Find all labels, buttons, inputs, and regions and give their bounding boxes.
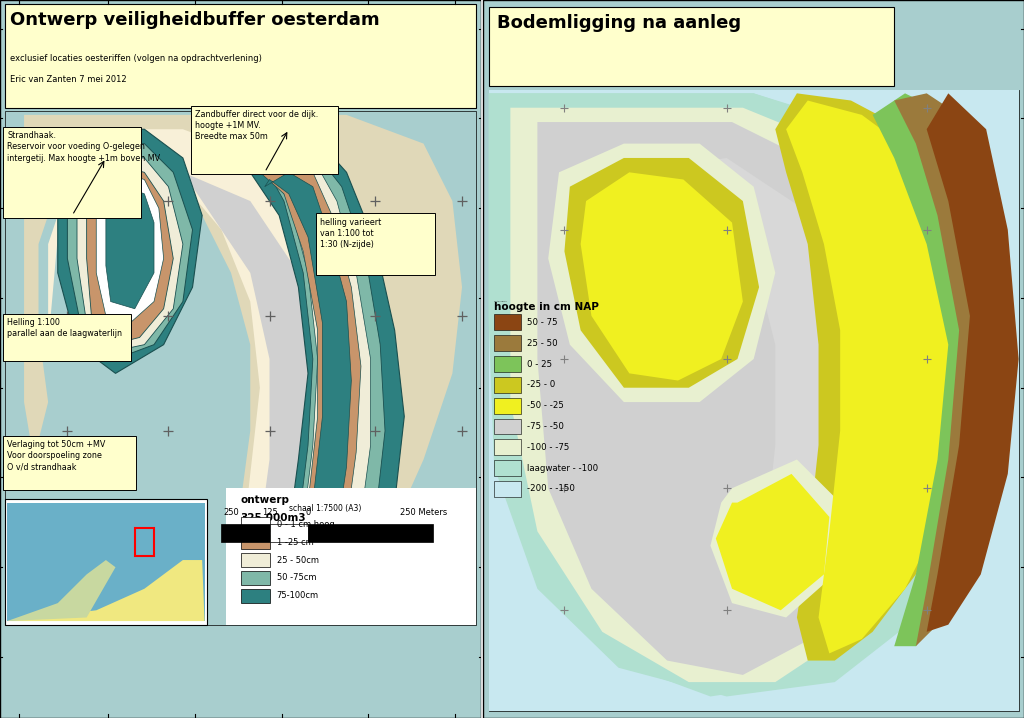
Bar [495,481,521,497]
Polygon shape [231,115,404,617]
Polygon shape [716,474,829,610]
Polygon shape [927,93,1019,632]
Text: 125: 125 [262,508,278,517]
FancyBboxPatch shape [3,127,141,218]
Bar [5,499,207,625]
Text: Verlaging tot 50cm +MV
Voor doorspoeling zone
O v/d strandhaak: Verlaging tot 50cm +MV Voor doorspoeling… [7,440,105,471]
Polygon shape [488,93,1002,696]
Text: 0: 0 [305,508,310,517]
Bar [241,571,269,585]
Text: exclusief locaties oesteriffen (volgen na opdrachtverlening): exclusief locaties oesteriffen (volgen n… [9,54,261,63]
Text: -100 - -75: -100 - -75 [526,443,569,452]
Bar [226,488,476,625]
FancyBboxPatch shape [3,314,131,361]
Text: 250: 250 [223,508,239,517]
Polygon shape [105,187,154,309]
Polygon shape [96,172,164,323]
Polygon shape [592,158,872,610]
Polygon shape [183,172,317,574]
Text: 25 - 50cm: 25 - 50cm [276,556,318,564]
Text: 50 - 75: 50 - 75 [526,318,557,327]
Polygon shape [246,129,385,610]
Text: Helling 1:100
parallel aan de laagwaterlijn: Helling 1:100 parallel aan de laagwaterl… [7,318,122,338]
Text: laagwater - -100: laagwater - -100 [526,464,598,472]
Bar [495,356,521,372]
Polygon shape [264,172,351,574]
Bar [135,528,154,556]
Text: Bodemligging na aanleg: Bodemligging na aanleg [497,14,741,32]
Bar [241,589,269,603]
Bar [495,439,521,455]
Text: hoogte in cm NAP: hoogte in cm NAP [495,300,507,302]
Polygon shape [775,93,981,661]
Text: -75 - -50: -75 - -50 [526,422,563,431]
Polygon shape [68,144,193,359]
FancyBboxPatch shape [191,106,338,174]
Text: -25 - 0: -25 - 0 [526,381,555,389]
Polygon shape [581,172,742,381]
Bar [495,398,521,414]
Text: 250 Meters: 250 Meters [400,508,447,517]
Bar [269,524,308,542]
Bar [5,4,476,108]
Text: 0 - 25: 0 - 25 [526,360,552,368]
Text: Strandhaak.
Reservoir voor voeding O-gelegen
intergetij. Max hoogte +1m boven MV: Strandhaak. Reservoir voor voeding O-gel… [7,131,161,162]
Text: 75-100cm: 75-100cm [276,592,318,600]
Bar [241,517,269,531]
Bar [488,90,1019,711]
Text: hoogte in cm NAP: hoogte in cm NAP [495,302,599,312]
Text: Eric van Zanten 7 mei 2012: Eric van Zanten 7 mei 2012 [9,75,126,85]
Bar [241,535,269,549]
Bar [488,90,1019,711]
Polygon shape [711,460,840,617]
Polygon shape [564,158,759,388]
FancyBboxPatch shape [3,436,136,490]
FancyBboxPatch shape [316,213,434,275]
Bar [241,553,269,567]
Bar [495,377,521,393]
Text: Ontwerp veiligheidbuffer oesterdam: Ontwerp veiligheidbuffer oesterdam [9,11,379,29]
Text: 1 -25 cm: 1 -25 cm [276,538,313,546]
Text: 325.000m3: 325.000m3 [241,513,306,523]
Polygon shape [48,129,376,603]
Polygon shape [250,144,371,596]
Text: Zandbuffer direct voor de dijk.
hoogte +1M MV.
Breedte max 50m: Zandbuffer direct voor de dijk. hoogte +… [195,110,318,141]
Polygon shape [488,93,1019,696]
Text: ontwerp: ontwerp [241,495,290,505]
Polygon shape [538,122,938,675]
Bar [221,524,269,542]
Polygon shape [255,158,361,589]
Polygon shape [510,108,975,682]
Polygon shape [87,165,173,345]
Polygon shape [25,115,462,617]
Polygon shape [7,560,116,621]
Text: schaal 1:7500 (A3): schaal 1:7500 (A3) [289,504,361,513]
Bar [495,460,521,476]
Bar [495,335,521,351]
Polygon shape [786,101,970,653]
Text: -200 - -150: -200 - -150 [526,485,574,493]
Bar [308,524,433,542]
Polygon shape [548,144,775,402]
Text: 50 -75cm: 50 -75cm [276,574,316,582]
Text: 25 - 50: 25 - 50 [526,339,557,348]
Polygon shape [872,93,1013,646]
Polygon shape [77,158,183,352]
Bar [7,503,205,621]
Text: helling varieert
van 1:100 tot
1:30 (N-zijde): helling varieert van 1:100 tot 1:30 (N-z… [321,218,381,248]
Polygon shape [894,93,1013,646]
Polygon shape [57,129,202,373]
Bar [495,314,521,330]
Polygon shape [7,560,205,621]
Bar [488,7,894,86]
Bar [495,419,521,434]
Text: -50 - -25: -50 - -25 [526,401,563,410]
Bar [5,111,476,625]
Text: 0 - 1 cm hoog: 0 - 1 cm hoog [276,520,335,528]
